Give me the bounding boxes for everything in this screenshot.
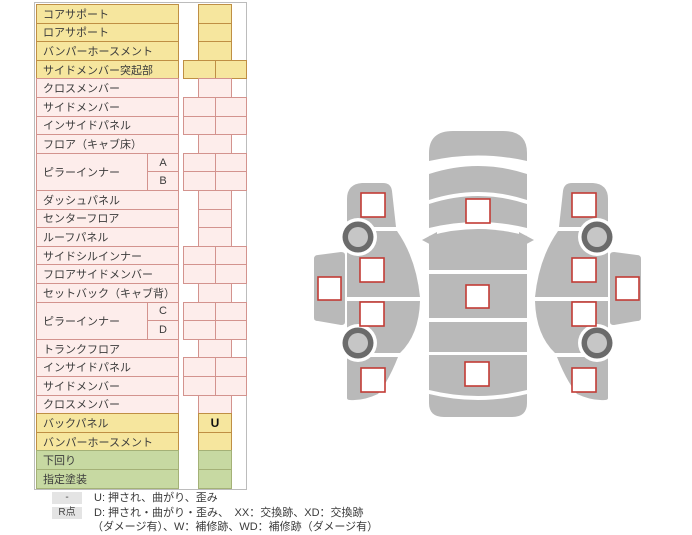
legend: - U: 押され、曲がり、歪み R点 D: 押され・曲がり・歪み、 XX：交換跡… (52, 491, 378, 535)
right-front-wheel-hub (587, 227, 607, 247)
damage-checkbox-left-rocker[interactable] (317, 276, 342, 301)
part-row-label: ルーフパネル (36, 227, 179, 247)
left-front-wheel-hub (348, 227, 368, 247)
legend-text-r2: （ダメージ有）、W：補修跡、WD：補修跡（ダメージ有） (92, 521, 379, 533)
damage-checkbox-left-rear-door[interactable] (359, 301, 385, 327)
damage-checkbox-left-rear-fender[interactable] (360, 367, 386, 393)
top-front-bumper (429, 131, 527, 161)
damage-checkbox-right-front-door[interactable] (571, 257, 597, 283)
damage-checkbox-right-rear-fender[interactable] (571, 367, 597, 393)
top-rear-deck (429, 322, 527, 352)
top-view (422, 131, 534, 417)
part-row-label: バンパーホースメント (36, 431, 179, 452)
damage-checkbox-top-roof[interactable] (465, 284, 490, 309)
left-rear-wheel-hub (348, 333, 368, 353)
legend-text-u: U: 押され、曲がり、歪み (94, 492, 218, 504)
damage-checkbox-left-front-door[interactable] (359, 257, 385, 283)
top-hood-front (429, 166, 527, 200)
part-row-label: サイドメンバー (36, 376, 179, 396)
wheels-layer (339, 218, 616, 362)
damage-checkbox-right-front-fender[interactable] (571, 192, 597, 218)
left-mirror (422, 232, 437, 248)
part-row-label: ロアサポート (36, 22, 179, 43)
part-row-label: サイドシルインナー (36, 245, 179, 266)
damage-checkbox-right-rocker[interactable] (615, 276, 640, 301)
top-cowl-roof-front (429, 229, 527, 270)
damage-input-cell[interactable] (198, 469, 232, 489)
damage-checkboxes-layer (317, 192, 640, 393)
legend-row-u: - U: 押され、曲がり、歪み (52, 491, 378, 506)
damage-checkbox-top-hood[interactable] (465, 198, 491, 224)
part-row-label: ピラーインナー (36, 301, 148, 340)
legend-key-rpoint: R点 (52, 506, 82, 519)
damage-checkbox-right-rear-door[interactable] (571, 301, 597, 327)
right-rear-wheel-hub (587, 333, 607, 353)
top-rear-bumper (429, 394, 527, 417)
legend-key-dash: - (52, 492, 82, 504)
part-row-sublabel: B (147, 171, 179, 191)
part-row-label: 指定塗装 (36, 469, 179, 489)
legend-row-r-cont: （ダメージ有）、W：補修跡、WD：補修跡（ダメージ有） (52, 520, 378, 535)
damage-checkbox-left-front-fender[interactable] (360, 192, 386, 218)
damage-checkbox-top-trunk[interactable] (464, 361, 490, 387)
legend-text-r: D: 押され・曲がり・歪み、 XX：交換跡、XD：交換跡 (94, 506, 364, 519)
right-mirror (519, 232, 534, 248)
part-row-label: インサイドパネル (36, 115, 179, 136)
part-row-label: ピラーインナー (36, 152, 148, 191)
part-row-label: バンパーホースメント (36, 41, 179, 61)
legend-row-r: R点 D: 押され・曲がり・歪み、 XX：交換跡、XD：交換跡 (52, 506, 378, 521)
part-row-sublabel: D (147, 320, 179, 340)
